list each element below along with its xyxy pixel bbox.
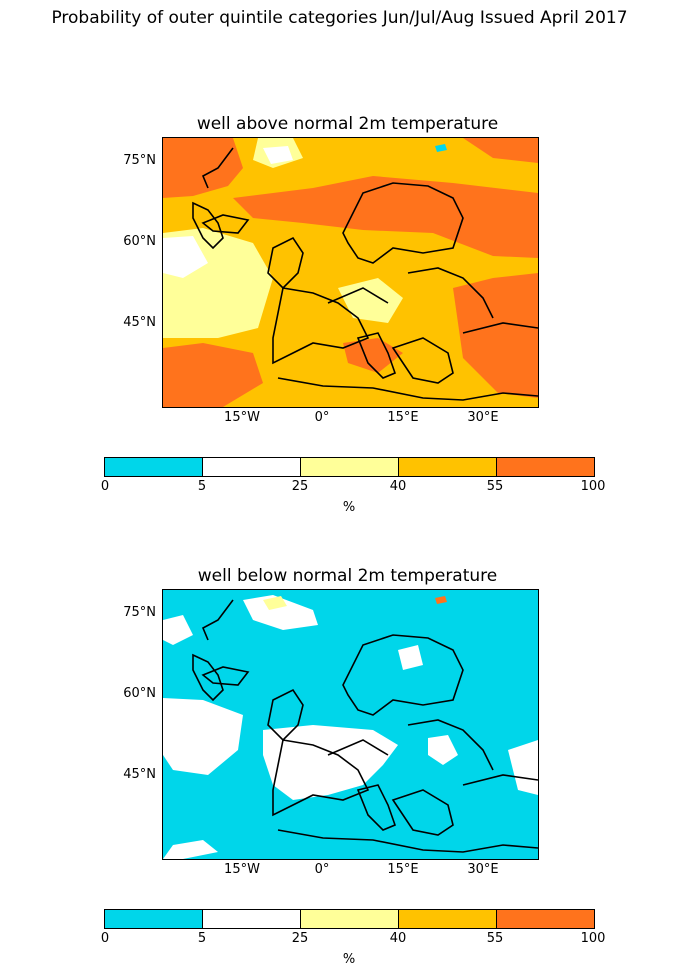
lat-label-60n-below: 60°N	[123, 686, 156, 701]
figure-title: Probability of outer quintile categories…	[51, 8, 628, 28]
colorbar-tick-25: 25	[291, 931, 309, 946]
colorbar-segment-25-40	[300, 910, 398, 928]
colorbar-tick-100: 100	[580, 479, 606, 494]
colorbar-tick-40: 40	[389, 931, 407, 946]
colorbar-tick-55: 55	[486, 931, 504, 946]
colorbar-above	[104, 457, 595, 477]
panel-title-above: well above normal 2m temperature	[196, 114, 499, 134]
colorbar-segment-0-5	[105, 910, 202, 928]
lat-label-75n-below: 75°N	[123, 605, 156, 620]
colorbar-segment-40-55	[398, 910, 496, 928]
lon-label-0: 0°	[314, 410, 330, 425]
lon-label-0-below: 0°	[314, 862, 330, 877]
colorbar-below	[104, 909, 595, 929]
colorbar-unit: %	[342, 500, 356, 515]
colorbar-segment-55-100	[496, 458, 594, 476]
colorbar-tick-25: 25	[291, 479, 309, 494]
map-well-below	[162, 589, 539, 860]
colorbar-tick-100: 100	[580, 931, 606, 946]
colorbar-tick-0: 0	[100, 479, 110, 494]
lat-label-45n: 45°N	[123, 315, 156, 330]
colorbar-segment-40-55	[398, 458, 496, 476]
colorbar-tick-55: 55	[486, 479, 504, 494]
map-well-above-contours	[163, 138, 538, 407]
colorbar-segment-55-100	[496, 910, 594, 928]
colorbar-segment-5-25	[202, 458, 300, 476]
map-well-below-contours	[163, 590, 538, 859]
colorbar-unit: %	[342, 952, 356, 967]
map-well-above	[162, 137, 539, 408]
lon-label-15w-below: 15°W	[224, 862, 260, 877]
lon-label-15e: 15°E	[387, 410, 419, 425]
colorbar-tick-5: 5	[197, 931, 207, 946]
colorbar-segment-0-5	[105, 458, 202, 476]
colorbar-tick-0: 0	[100, 931, 110, 946]
colorbar-tick-5: 5	[197, 479, 207, 494]
colorbar-segment-25-40	[300, 458, 398, 476]
panel-title-below: well below normal 2m temperature	[197, 566, 498, 586]
lon-label-30e: 30°E	[467, 410, 499, 425]
lat-label-75n: 75°N	[123, 153, 156, 168]
lat-label-60n: 60°N	[123, 234, 156, 249]
colorbar-tick-40: 40	[389, 479, 407, 494]
lon-label-15e-below: 15°E	[387, 862, 419, 877]
colorbar-segment-5-25	[202, 910, 300, 928]
lat-label-45n-below: 45°N	[123, 767, 156, 782]
lon-label-30e-below: 30°E	[467, 862, 499, 877]
lon-label-15w: 15°W	[224, 410, 260, 425]
